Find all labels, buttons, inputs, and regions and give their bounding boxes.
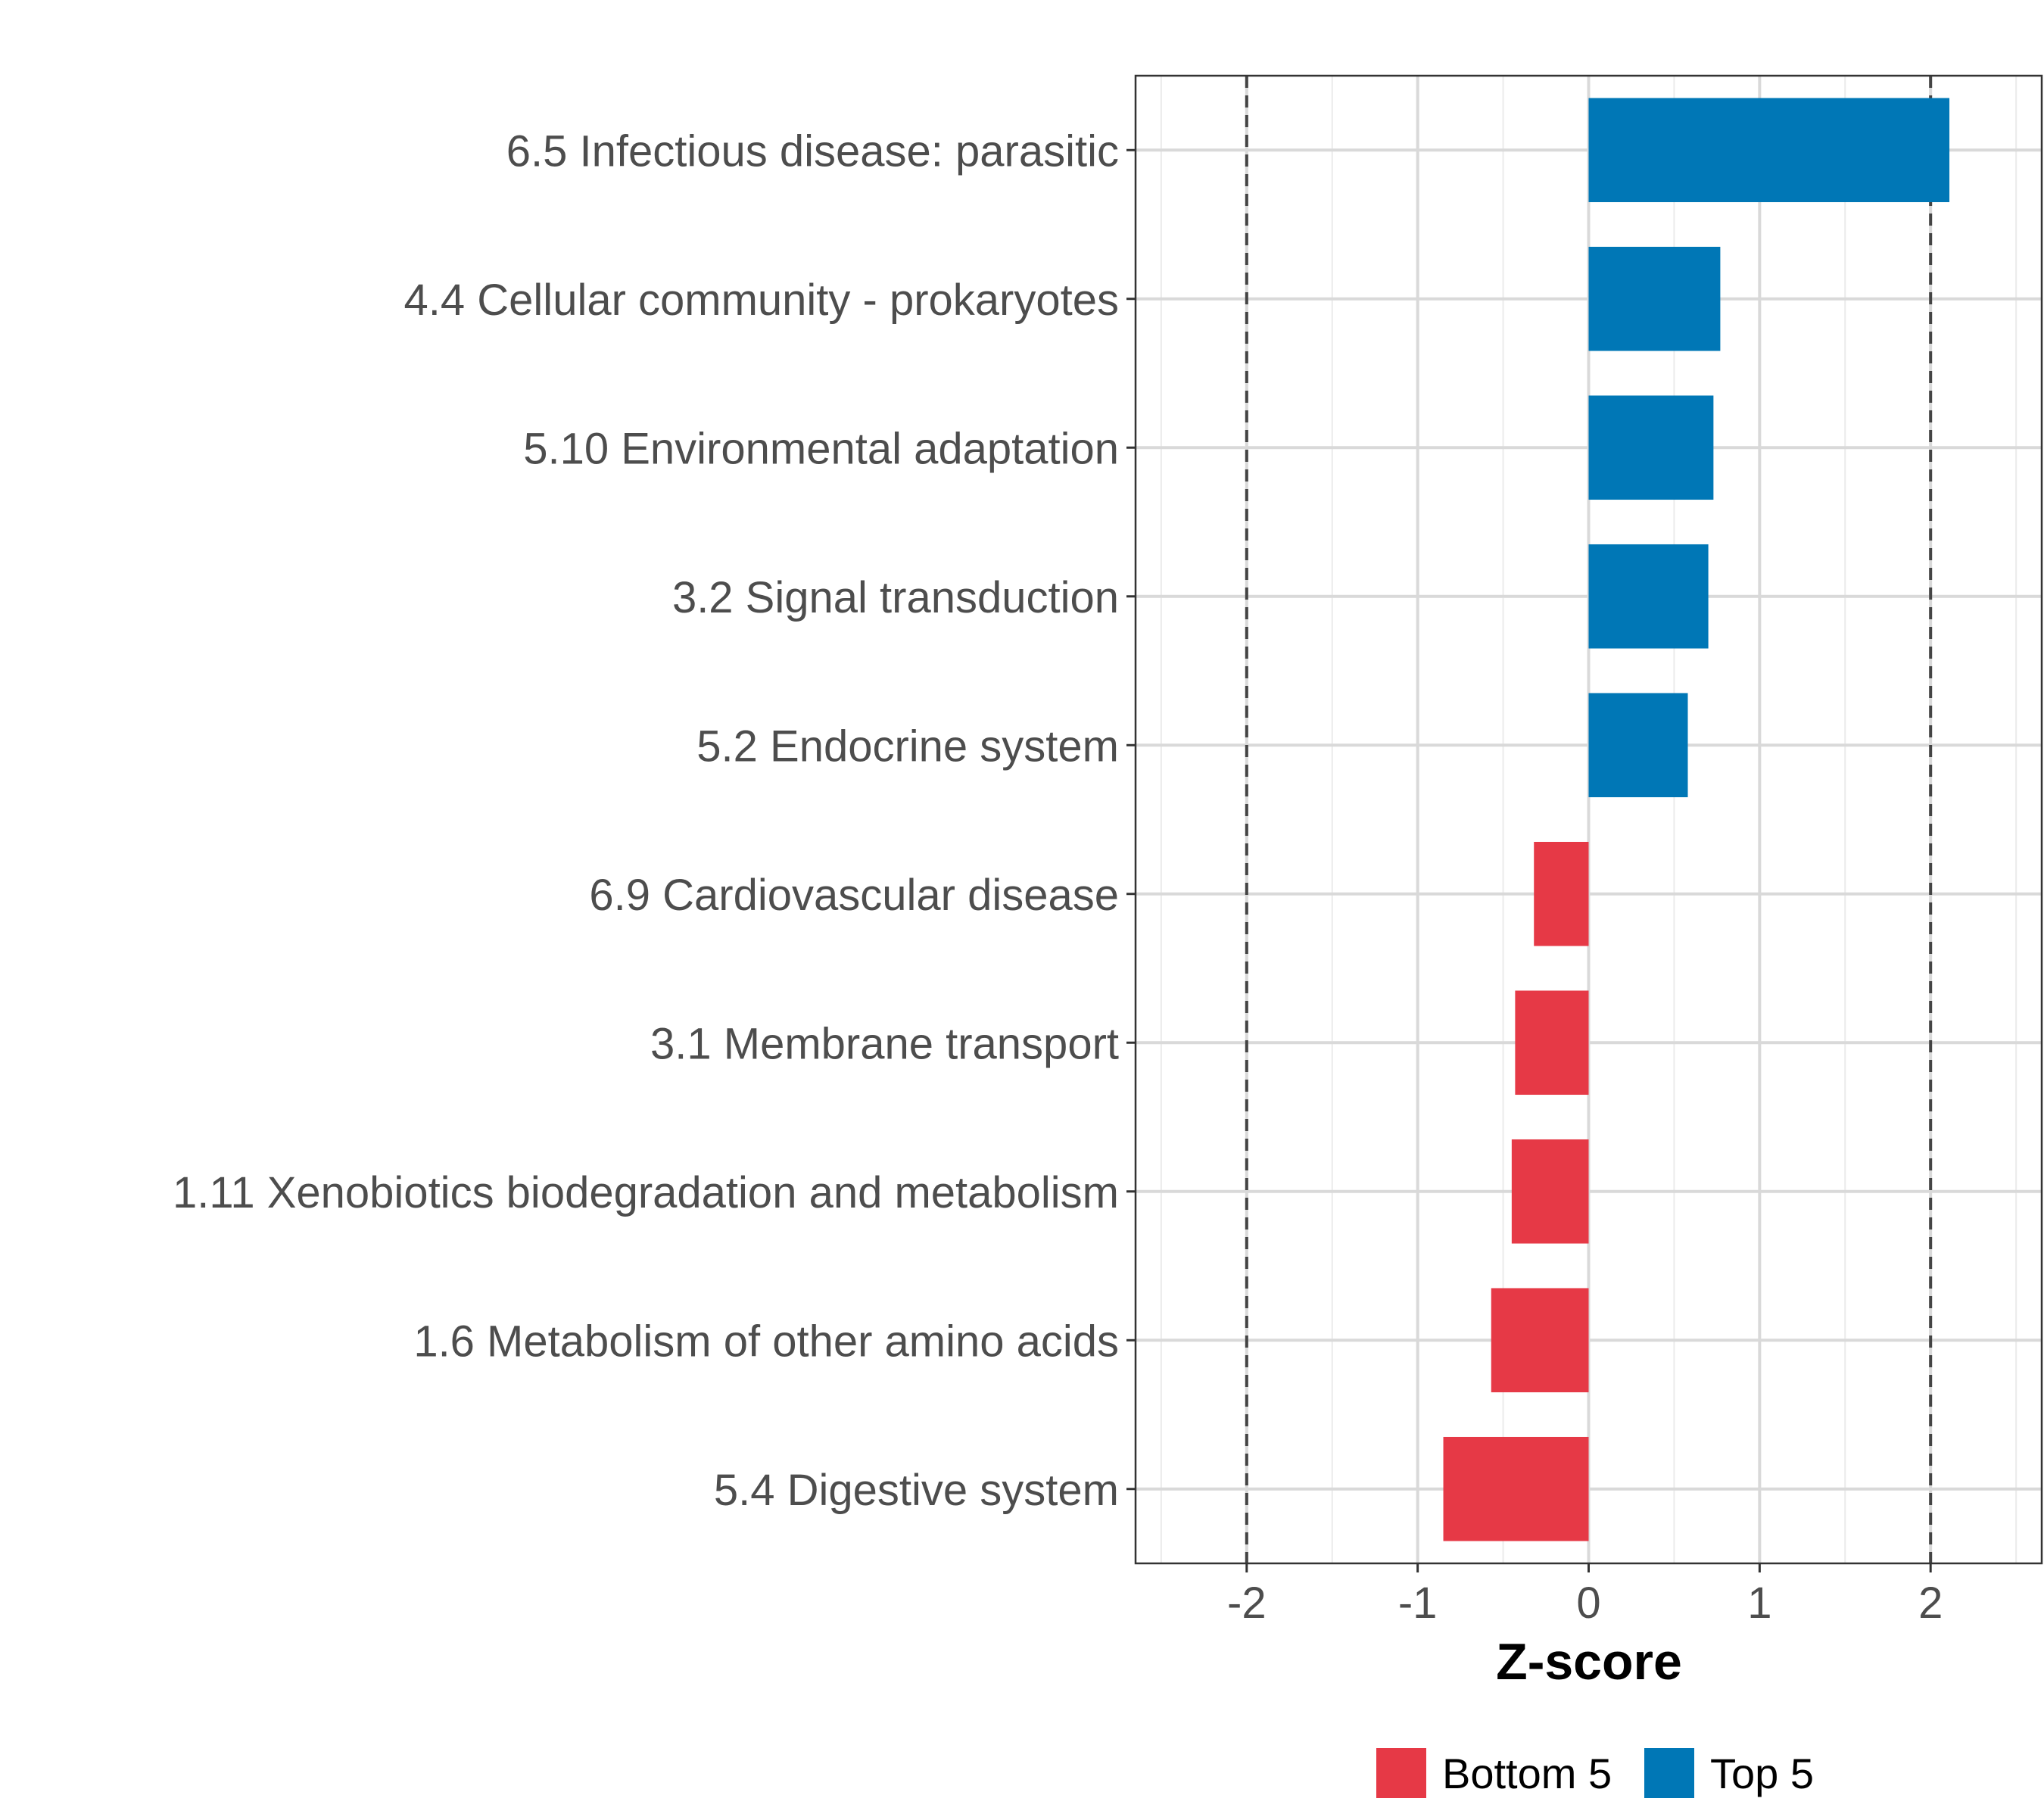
x-tick-label: 0 [1576,1579,1600,1628]
reference-lines [1245,76,1933,1563]
y-tick-label: 6.9 Cardiovascular disease [589,871,1119,920]
bar [1588,544,1709,649]
y-tick-label: 1.11 Xenobiotics biodegradation and meta… [173,1168,1119,1217]
y-tick-label: 3.1 Membrane transport [650,1019,1119,1068]
x-tick-label: 2 [1918,1579,1943,1628]
x-tick-label: 1 [1747,1579,1771,1628]
bar [1511,1139,1589,1244]
legend-swatch [1376,1748,1426,1798]
bars [1443,98,1950,1541]
y-tick-label: 4.4 Cellular community - prokaryotes [404,276,1119,325]
legend-label: Top 5 [1710,1750,1814,1797]
x-tick-label: -1 [1398,1579,1438,1628]
bar [1515,990,1589,1095]
y-tick-label: 5.10 Environmental adaptation [523,424,1119,473]
bar [1443,1436,1589,1541]
x-axis: -2 -1 0 1 2 [1227,1563,1943,1628]
x-axis-title: Z-score [1496,1633,1682,1691]
bar [1588,246,1721,351]
y-tick-label: 5.4 Digestive system [714,1466,1119,1515]
bar [1588,98,1950,203]
bar [1534,841,1589,946]
y-tick-label: 1.6 Metabolism of other amino acids [413,1317,1119,1366]
legend-label: Bottom 5 [1442,1750,1612,1797]
bar [1588,395,1714,500]
y-tick-label: 6.5 Infectious disease: parasitic [506,126,1119,176]
legend: Bottom 5 Top 5 [1376,1748,1814,1798]
y-tick-label: 3.2 Signal transduction [672,573,1119,622]
bar [1491,1288,1589,1393]
y-axis: 6.5 Infectious disease: parasitic 4.4 Cel… [173,126,1136,1515]
bar [1588,693,1688,798]
y-tick-label: 5.2 Endocrine system [696,722,1119,771]
legend-swatch [1644,1748,1694,1798]
x-tick-label: -2 [1227,1579,1267,1628]
